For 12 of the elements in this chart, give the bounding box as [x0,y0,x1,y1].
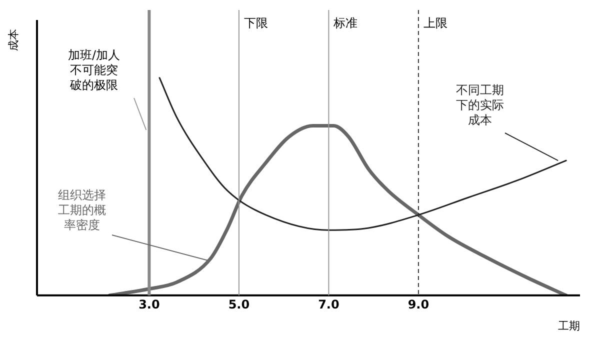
ref-line-label: 下限 [244,16,268,30]
x-tick-label: 7.0 [318,298,340,312]
text: 不同工期下的实际成本 [456,83,504,128]
x-tick-label: 9.0 [408,298,430,312]
x-tick-label: 5.0 [228,298,250,312]
y-axis-title: 成本 [6,29,20,51]
x-tick-label: 3.0 [138,298,160,312]
x-axis-title: 工期 [558,319,580,332]
ref-line-label: 加班/加人不可能突破的极限 [68,48,120,92]
ref-line-label: 上限 [423,16,448,30]
text: 组织选择工期的概率密度 [58,188,106,232]
ref-line-label: 标准 [332,16,358,30]
